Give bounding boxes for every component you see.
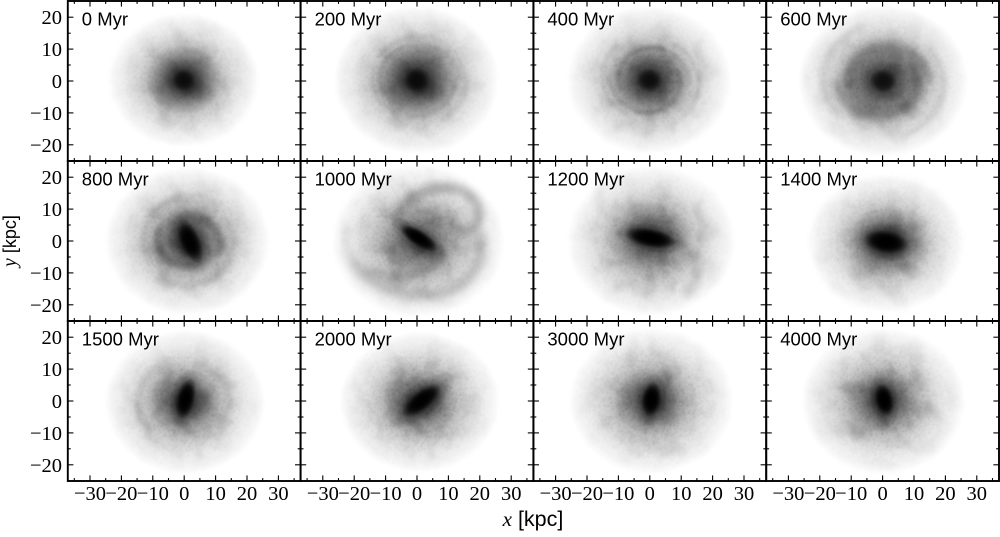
svg-text:20: 20 bbox=[935, 483, 956, 505]
svg-text:1000 Myr: 1000 Myr bbox=[315, 169, 392, 190]
svg-text:−30: −30 bbox=[540, 483, 572, 505]
svg-text:−20: −20 bbox=[30, 295, 62, 317]
svg-text:20: 20 bbox=[42, 167, 63, 189]
svg-text:−10: −10 bbox=[835, 483, 867, 505]
svg-text:x [kpc]: x [kpc] bbox=[502, 507, 564, 531]
svg-text:−20: −20 bbox=[105, 483, 137, 505]
svg-text:1200 Myr: 1200 Myr bbox=[547, 169, 624, 190]
svg-text:30: 30 bbox=[268, 483, 289, 505]
svg-text:−20: −20 bbox=[804, 483, 836, 505]
svg-text:30: 30 bbox=[501, 483, 522, 505]
svg-text:−30: −30 bbox=[307, 483, 339, 505]
svg-text:0: 0 bbox=[412, 483, 422, 505]
svg-text:30: 30 bbox=[734, 483, 755, 505]
svg-text:20: 20 bbox=[237, 483, 258, 505]
svg-text:10: 10 bbox=[42, 199, 63, 221]
svg-text:0: 0 bbox=[179, 483, 189, 505]
svg-text:−20: −20 bbox=[571, 483, 603, 505]
svg-text:4000 Myr: 4000 Myr bbox=[780, 329, 857, 350]
svg-text:−30: −30 bbox=[74, 483, 106, 505]
svg-text:600 Myr: 600 Myr bbox=[780, 9, 847, 30]
svg-text:−30: −30 bbox=[772, 483, 804, 505]
svg-text:20: 20 bbox=[470, 483, 491, 505]
svg-text:−20: −20 bbox=[30, 135, 62, 157]
svg-text:−10: −10 bbox=[370, 483, 402, 505]
svg-text:10: 10 bbox=[205, 483, 226, 505]
svg-text:20: 20 bbox=[42, 7, 63, 29]
svg-text:−10: −10 bbox=[30, 103, 62, 125]
svg-text:2000 Myr: 2000 Myr bbox=[315, 329, 392, 350]
svg-text:30: 30 bbox=[967, 483, 988, 505]
svg-text:10: 10 bbox=[42, 39, 63, 61]
svg-text:y [kpc]: y [kpc] bbox=[0, 215, 21, 269]
svg-text:0 Myr: 0 Myr bbox=[82, 9, 128, 30]
svg-text:0: 0 bbox=[52, 71, 62, 93]
svg-text:0: 0 bbox=[52, 391, 62, 413]
svg-text:−10: −10 bbox=[137, 483, 169, 505]
svg-text:−20: −20 bbox=[338, 483, 370, 505]
svg-text:10: 10 bbox=[438, 483, 459, 505]
svg-text:−10: −10 bbox=[30, 423, 62, 445]
svg-text:−20: −20 bbox=[30, 455, 62, 477]
svg-text:20: 20 bbox=[702, 483, 723, 505]
svg-text:−10: −10 bbox=[30, 263, 62, 285]
svg-text:20: 20 bbox=[42, 327, 63, 349]
svg-text:200 Myr: 200 Myr bbox=[315, 9, 382, 30]
svg-text:1400 Myr: 1400 Myr bbox=[780, 169, 857, 190]
svg-text:800 Myr: 800 Myr bbox=[82, 169, 149, 190]
svg-text:10: 10 bbox=[904, 483, 925, 505]
svg-text:10: 10 bbox=[42, 359, 63, 381]
svg-text:0: 0 bbox=[645, 483, 655, 505]
svg-text:−10: −10 bbox=[602, 483, 634, 505]
svg-text:3000 Myr: 3000 Myr bbox=[547, 329, 624, 350]
svg-text:0: 0 bbox=[52, 231, 62, 253]
svg-text:0: 0 bbox=[877, 483, 887, 505]
svg-text:400 Myr: 400 Myr bbox=[547, 9, 614, 30]
svg-text:10: 10 bbox=[671, 483, 692, 505]
svg-text:1500 Myr: 1500 Myr bbox=[82, 329, 159, 350]
